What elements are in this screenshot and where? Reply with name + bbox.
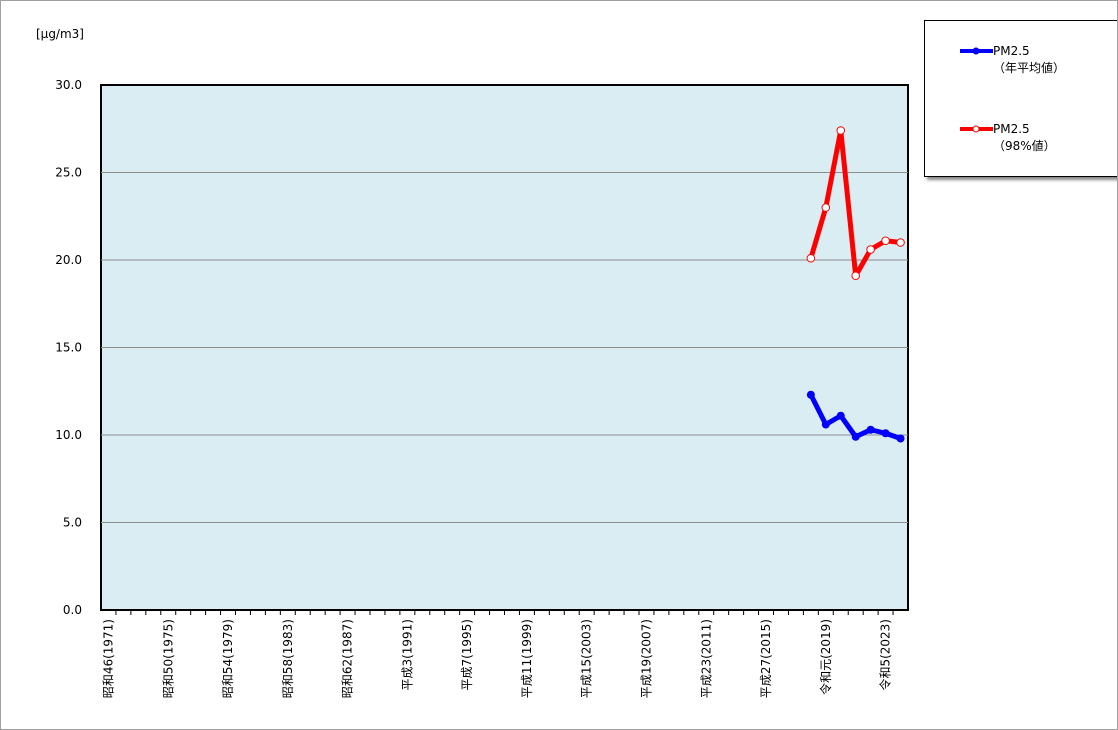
legend-marker-icon bbox=[972, 125, 980, 133]
y-tick-label: 15.0 bbox=[55, 341, 82, 355]
data-point bbox=[896, 434, 905, 443]
x-tick-label: 平成19(2007) bbox=[639, 619, 653, 698]
y-tick-label: 0.0 bbox=[63, 603, 82, 617]
legend-label: PM2.5 （98%値） bbox=[993, 122, 1056, 153]
data-point bbox=[851, 271, 860, 281]
x-tick-label: 平成15(2003) bbox=[580, 619, 594, 698]
y-tick-label: 20.0 bbox=[55, 253, 82, 267]
data-point bbox=[881, 236, 890, 246]
legend-label: PM2.5 （年平均値） bbox=[993, 44, 1066, 75]
x-tick-label: 令和5(2023) bbox=[878, 619, 893, 691]
x-tick-label: 昭和58(1983) bbox=[281, 619, 295, 698]
y-tick-label: 30.0 bbox=[55, 78, 82, 92]
data-point bbox=[836, 126, 846, 135]
data-point bbox=[896, 238, 905, 247]
data-point bbox=[866, 425, 875, 434]
legend-marker-icon bbox=[972, 47, 980, 55]
x-tick-label: 平成27(2015) bbox=[759, 619, 773, 698]
y-tick-label: 10.0 bbox=[55, 428, 82, 442]
data-point bbox=[881, 429, 890, 438]
data-point bbox=[821, 420, 830, 429]
y-axis-unit-label: [μg/m3] bbox=[36, 27, 84, 41]
data-point bbox=[806, 253, 816, 263]
legend: PM2.5 （年平均値） PM2.5 （98%値） bbox=[924, 20, 1117, 177]
data-point bbox=[866, 245, 875, 254]
data-point bbox=[836, 411, 845, 420]
x-tick-label: 平成7(1995) bbox=[460, 619, 474, 691]
data-point bbox=[806, 390, 815, 399]
x-tick-label: 昭和62(1987) bbox=[341, 619, 355, 698]
x-tick-label: 令和元(2019) bbox=[818, 619, 833, 695]
y-tick-label: 25.0 bbox=[55, 166, 82, 180]
x-tick-label: 平成11(1999) bbox=[520, 619, 534, 698]
data-point bbox=[851, 432, 860, 441]
x-tick-label: 昭和50(1975) bbox=[161, 619, 175, 698]
x-tick-label: 昭和46(1971) bbox=[101, 619, 115, 698]
y-tick-label: 5.0 bbox=[63, 516, 82, 530]
x-tick-label: 昭和54(1979) bbox=[221, 619, 235, 698]
x-tick-label: 平成23(2011) bbox=[699, 619, 713, 698]
x-tick-label: 平成3(1991) bbox=[400, 619, 414, 691]
data-point bbox=[821, 203, 831, 212]
